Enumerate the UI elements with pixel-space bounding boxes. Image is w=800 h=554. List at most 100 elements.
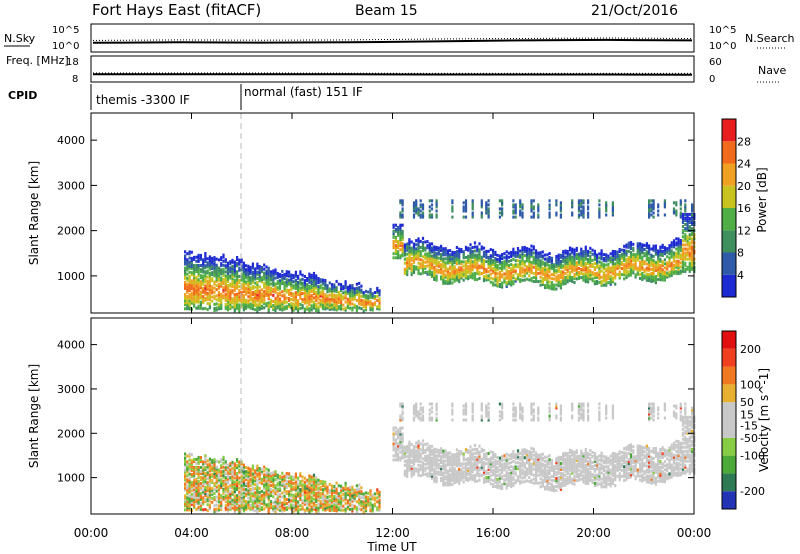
power-cell bbox=[476, 261, 479, 265]
velocity-cell bbox=[378, 492, 381, 496]
velocity-cell bbox=[312, 505, 316, 509]
power-cell bbox=[684, 261, 687, 265]
velocity-cell bbox=[256, 468, 259, 472]
power-cell bbox=[593, 268, 596, 272]
power-cell bbox=[315, 274, 318, 278]
power-cell bbox=[605, 275, 608, 279]
power-cell bbox=[435, 258, 438, 262]
power-cell bbox=[190, 267, 193, 271]
power-ylabel: Slant Range [km] bbox=[27, 161, 41, 265]
power-cell bbox=[627, 245, 630, 249]
velocity-cell bbox=[310, 489, 313, 493]
power-cell bbox=[666, 271, 669, 275]
power-cell bbox=[249, 296, 252, 300]
power-cell bbox=[186, 252, 189, 256]
power-cell bbox=[487, 264, 490, 267]
power-cell bbox=[582, 207, 585, 211]
power-cell bbox=[564, 261, 567, 265]
power-cell bbox=[430, 258, 434, 262]
power-colorbar-tick-5: 24 bbox=[737, 158, 751, 171]
power-cell bbox=[512, 268, 515, 271]
velocity-cell bbox=[247, 474, 250, 478]
power-cell bbox=[324, 295, 327, 299]
power-cell bbox=[625, 263, 628, 267]
power-cell bbox=[589, 257, 592, 260]
velocity-cell bbox=[328, 489, 331, 492]
power-cell bbox=[184, 303, 187, 307]
power-cell bbox=[677, 270, 680, 274]
velocity-cell bbox=[369, 505, 372, 509]
velocity-cell bbox=[188, 454, 191, 458]
power-cell bbox=[530, 203, 533, 207]
power-cell bbox=[650, 267, 653, 271]
power-cell bbox=[258, 299, 261, 303]
power-cell bbox=[677, 268, 680, 272]
velocity-cell bbox=[306, 506, 309, 510]
power-cell bbox=[283, 281, 286, 285]
velocity-cell bbox=[312, 479, 316, 483]
power-cell bbox=[546, 259, 549, 263]
power-cell bbox=[663, 201, 666, 205]
power-cell bbox=[503, 262, 506, 266]
velocity-cell bbox=[240, 474, 243, 478]
power-cell bbox=[471, 211, 474, 215]
power-cell bbox=[437, 268, 440, 272]
power-cell bbox=[480, 199, 483, 203]
power-cell bbox=[618, 266, 621, 270]
velocity-cell bbox=[346, 499, 349, 503]
power-cell bbox=[577, 203, 581, 207]
power-cell bbox=[394, 227, 397, 231]
power-cell bbox=[562, 270, 565, 274]
power-cell bbox=[507, 251, 510, 255]
power-cell bbox=[397, 225, 400, 229]
power-cell bbox=[632, 242, 635, 246]
velocity-cell bbox=[315, 478, 318, 482]
power-cell bbox=[324, 285, 327, 289]
power-cell bbox=[589, 275, 592, 279]
power-cell bbox=[220, 262, 223, 266]
power-cell bbox=[278, 303, 282, 307]
power-cell bbox=[238, 295, 241, 299]
power-cell bbox=[190, 285, 193, 289]
velocity-cell bbox=[222, 473, 225, 477]
power-cell bbox=[679, 255, 682, 259]
power-cell bbox=[462, 256, 465, 260]
power-cell bbox=[587, 262, 590, 266]
power-cell bbox=[442, 253, 445, 257]
velocity-cell bbox=[190, 502, 193, 506]
velocity-cell bbox=[308, 478, 311, 482]
power-cell bbox=[679, 201, 682, 205]
power-cell bbox=[231, 285, 234, 289]
power-cell bbox=[208, 283, 211, 287]
velocity-cell bbox=[195, 477, 198, 481]
power-cell bbox=[675, 201, 678, 205]
power-cell bbox=[532, 247, 535, 251]
power-cell bbox=[430, 242, 434, 246]
power-cell bbox=[505, 285, 508, 288]
velocity-cell bbox=[371, 507, 374, 511]
power-cell bbox=[467, 275, 470, 279]
power-cell bbox=[229, 284, 232, 288]
power-cell bbox=[663, 250, 666, 254]
velocity-cell bbox=[222, 487, 225, 491]
power-cell bbox=[274, 270, 277, 274]
power-cell bbox=[691, 233, 694, 237]
velocity-cell bbox=[326, 487, 329, 491]
power-cell bbox=[521, 207, 524, 211]
velocity-cell bbox=[276, 489, 279, 493]
power-cell bbox=[571, 278, 574, 281]
power-cell bbox=[274, 282, 277, 286]
power-cell bbox=[346, 306, 349, 310]
power-cell bbox=[648, 268, 651, 272]
power-cell bbox=[184, 258, 187, 262]
power-cell bbox=[691, 237, 694, 241]
power-cell bbox=[245, 276, 248, 280]
velocity-cell bbox=[226, 481, 230, 485]
power-cell bbox=[648, 244, 651, 248]
power-cell bbox=[458, 255, 461, 259]
power-cell bbox=[514, 255, 517, 259]
power-cell bbox=[233, 295, 236, 298]
power-cell bbox=[684, 203, 687, 207]
power-cell bbox=[661, 276, 664, 280]
power-cell bbox=[688, 265, 691, 269]
